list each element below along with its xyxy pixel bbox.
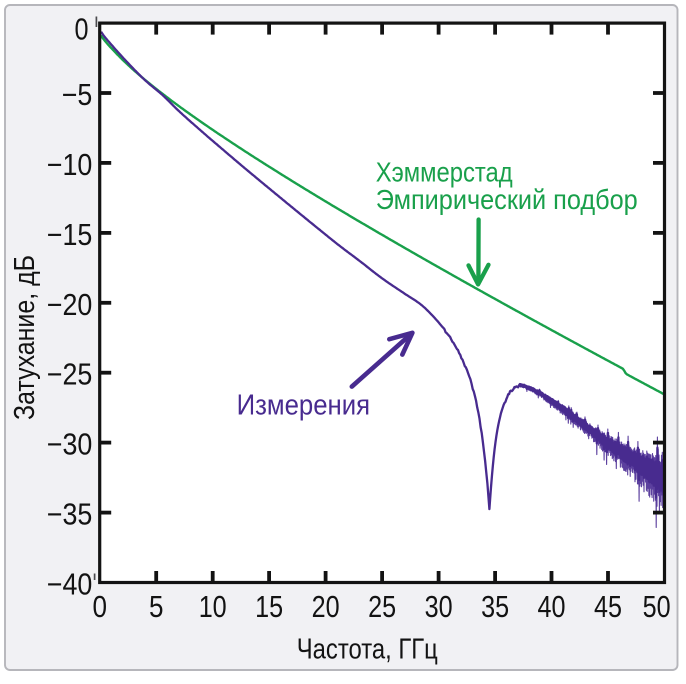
svg-text:30: 30: [425, 590, 453, 624]
svg-text:Хэммерстад: Хэммерстад: [376, 157, 513, 188]
svg-text:35: 35: [481, 590, 509, 624]
svg-text:−15: −15: [47, 218, 93, 252]
svg-text:0: 0: [92, 590, 107, 624]
svg-text:−10: −10: [47, 148, 93, 182]
svg-text:5: 5: [149, 590, 164, 624]
svg-text:−5: −5: [62, 78, 93, 112]
svg-text:45: 45: [594, 590, 622, 624]
svg-text:−40: −40: [47, 568, 93, 602]
svg-text:15: 15: [255, 590, 283, 624]
svg-text:Измерения: Измерения: [237, 390, 371, 422]
svg-text:Затухание, дБ: Затухание, дБ: [9, 255, 41, 420]
svg-text:−20: −20: [47, 288, 93, 322]
svg-text:20: 20: [312, 590, 340, 624]
svg-text:Эмпирический подбор: Эмпирический подбор: [376, 184, 638, 215]
svg-text:40: 40: [538, 590, 566, 624]
svg-text:−35: −35: [47, 498, 93, 532]
svg-text:50: 50: [643, 590, 671, 624]
svg-text:−25: −25: [47, 358, 93, 392]
svg-text:−30: −30: [47, 428, 93, 462]
svg-text:25: 25: [368, 590, 396, 624]
svg-text:10: 10: [199, 590, 227, 624]
svg-text:Частота, ГГц: Частота, ГГц: [297, 634, 438, 666]
svg-text:0: 0: [75, 12, 89, 46]
